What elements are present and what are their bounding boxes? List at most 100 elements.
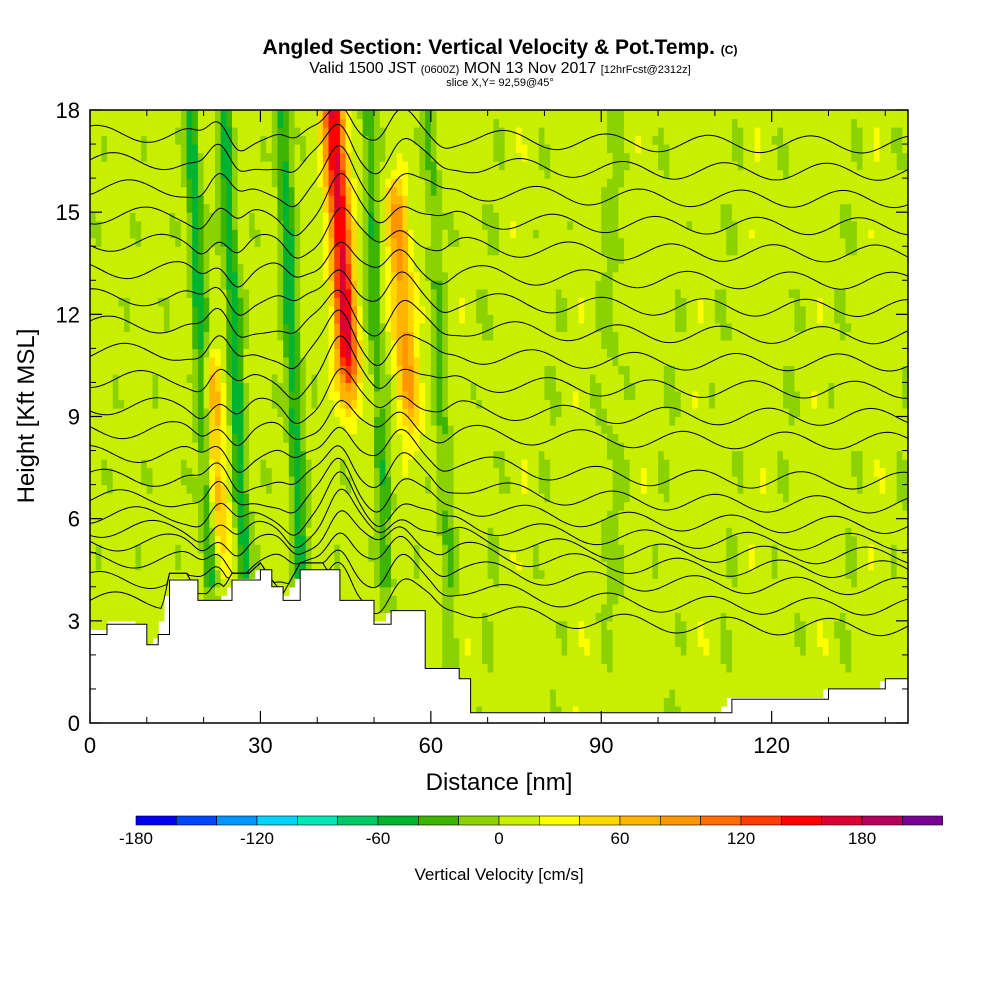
velocity-cell <box>277 544 284 554</box>
velocity-cell <box>305 161 313 171</box>
velocity-cell <box>544 620 551 630</box>
velocity-cell <box>271 331 279 341</box>
chart-subtitle: Valid 1500 JST (0600Z) MON 13 Nov 2017 [… <box>0 60 1000 78</box>
velocity-cell <box>470 544 477 554</box>
velocity-cell <box>374 212 381 222</box>
velocity-cell <box>107 229 114 239</box>
velocity-cell <box>362 263 369 273</box>
velocity-cell <box>175 348 182 358</box>
velocity-cell <box>391 552 398 562</box>
velocity-cell <box>118 373 125 384</box>
velocity-cell <box>493 510 500 520</box>
velocity-cell <box>226 544 233 554</box>
velocity-cell <box>521 671 528 682</box>
velocity-cell <box>254 544 262 554</box>
velocity-cell <box>158 161 165 171</box>
velocity-cell <box>249 510 256 520</box>
velocity-cell <box>90 135 97 145</box>
velocity-cell <box>135 535 142 545</box>
velocity-cell <box>339 459 347 469</box>
velocity-cell <box>368 595 375 605</box>
velocity-cell <box>459 467 466 477</box>
velocity-cell <box>385 220 392 230</box>
velocity-cell <box>538 671 546 682</box>
velocity-cell <box>328 442 335 452</box>
velocity-cell <box>413 399 421 409</box>
velocity-cell <box>254 212 262 222</box>
velocity-cell <box>499 688 506 699</box>
velocity-cell <box>288 246 296 256</box>
velocity-cell <box>408 382 415 392</box>
velocity-cell <box>351 348 358 358</box>
velocity-cell <box>402 195 409 205</box>
velocity-cell <box>550 603 557 613</box>
velocity-cell <box>419 118 426 128</box>
velocity-cell <box>402 501 409 511</box>
velocity-cell <box>385 118 392 128</box>
velocity-cell <box>124 442 131 452</box>
velocity-cell <box>305 118 313 128</box>
velocity-cell <box>192 484 199 494</box>
velocity-cell <box>90 271 97 281</box>
velocity-cell <box>425 135 432 145</box>
velocity-cell <box>226 510 233 520</box>
velocity-cell <box>402 127 409 137</box>
velocity-cell <box>402 178 409 188</box>
velocity-cell <box>317 186 324 196</box>
velocity-cell <box>379 595 386 605</box>
velocity-cell <box>430 646 438 656</box>
velocity-cell <box>396 144 404 154</box>
velocity-cell <box>141 178 148 188</box>
velocity-cell <box>288 203 296 213</box>
velocity-cell <box>504 595 511 605</box>
velocity-cell <box>271 416 279 426</box>
velocity-cell <box>470 161 477 171</box>
velocity-cell <box>203 373 210 384</box>
velocity-cell <box>288 271 296 281</box>
velocity-cell <box>180 467 188 477</box>
velocity-cell <box>271 246 279 256</box>
velocity-cell <box>288 237 296 247</box>
velocity-cell <box>453 620 460 630</box>
velocity-cell <box>447 322 455 332</box>
velocity-cell <box>538 399 546 409</box>
velocity-cell <box>544 186 551 196</box>
velocity-cell <box>90 237 97 247</box>
velocity-cell <box>419 322 426 332</box>
velocity-cell <box>277 501 284 511</box>
velocity-cell <box>163 467 171 477</box>
velocity-cell <box>95 535 102 545</box>
velocity-cell <box>124 365 131 375</box>
velocity-cell <box>101 433 108 443</box>
velocity-cell <box>107 254 114 264</box>
velocity-cell <box>470 416 477 426</box>
velocity-cell <box>243 450 250 460</box>
velocity-cell <box>90 578 97 588</box>
velocity-cell <box>413 382 421 392</box>
velocity-cell <box>544 527 551 537</box>
velocity-cell <box>220 169 227 179</box>
velocity-cell <box>237 305 244 315</box>
velocity-cell <box>254 305 262 315</box>
velocity-cell <box>345 561 352 571</box>
velocity-cell <box>339 407 347 418</box>
velocity-cell <box>436 484 443 494</box>
velocity-cell <box>356 254 364 264</box>
velocity-cell <box>391 578 398 588</box>
velocity-cell <box>430 331 438 341</box>
velocity-cell <box>533 356 540 367</box>
velocity-cell <box>499 331 506 341</box>
velocity-cell <box>402 484 409 494</box>
velocity-cell <box>95 169 102 179</box>
velocity-cell <box>334 152 341 162</box>
velocity-cell <box>146 450 154 460</box>
velocity-cell <box>527 195 534 205</box>
velocity-cell <box>266 169 273 179</box>
velocity-cell <box>305 527 313 537</box>
velocity-cell <box>118 144 125 154</box>
velocity-cell <box>311 390 318 401</box>
velocity-cell <box>146 280 154 290</box>
velocity-cell <box>385 365 392 375</box>
velocity-cell <box>328 407 335 418</box>
velocity-cell <box>118 433 125 443</box>
